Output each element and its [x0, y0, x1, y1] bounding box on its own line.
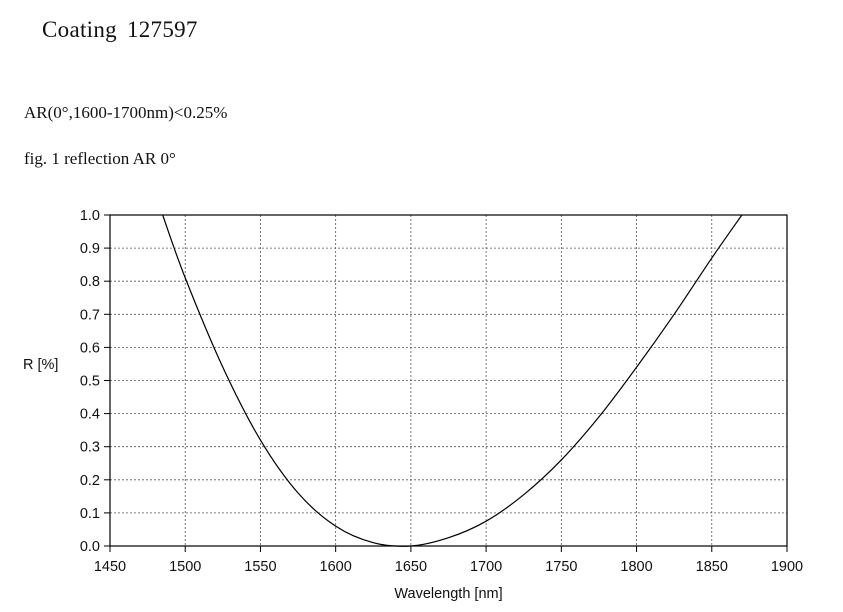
y-tick-label: 0.1 [80, 506, 100, 522]
x-tick-label: 1750 [545, 559, 577, 575]
y-tick-label: 0.7 [80, 307, 100, 323]
x-tick-label: 1700 [470, 559, 502, 575]
y-tick-label: 0.5 [80, 374, 100, 390]
x-tick-label: 1450 [94, 559, 126, 575]
y-tick-label: 0.8 [80, 274, 100, 290]
x-axis-label: Wavelength [nm] [394, 586, 502, 602]
coating-spec: AR(0°,1600-1700nm)<0.25% [24, 103, 228, 122]
x-tick-label: 1600 [320, 559, 352, 575]
x-tick-label: 1850 [696, 559, 728, 575]
y-tick-label: 0.9 [80, 241, 100, 257]
figure-caption: fig. 1 reflection AR 0° [24, 149, 176, 168]
chart-ticks [104, 214, 788, 552]
y-tick-label: 1.0 [80, 208, 100, 224]
page-title: Coating 127597 [42, 17, 198, 43]
x-tick-labels: 1450 1500 1550 1600 1650 1700 1750 1800 1850 1900 [94, 559, 803, 575]
y-tick-label: 0.0 [80, 539, 100, 555]
x-tick-label: 1500 [169, 559, 201, 575]
reflection-curve [162, 214, 743, 547]
y-tick-labels: 0.0 0.1 0.2 0.3 0.4 0.5 0.6 0.7 0.8 0.9 1.0 [80, 208, 100, 555]
plot-frame [109, 214, 788, 547]
x-tick-label: 1650 [395, 559, 427, 575]
chart-grid [110, 215, 787, 546]
y-tick-label: 0.4 [80, 407, 100, 423]
coating-code: 127597 [126, 17, 198, 42]
x-tick-label: 1800 [620, 559, 652, 575]
y-tick-label: 0.2 [80, 473, 100, 489]
y-tick-label: 0.3 [80, 440, 100, 456]
y-tick-label: 0.6 [80, 340, 100, 356]
title-label: Coating [42, 17, 117, 42]
x-tick-label: 1550 [244, 559, 276, 575]
x-tick-label: 1900 [771, 559, 803, 575]
y-axis-label: R [%] [23, 357, 58, 373]
